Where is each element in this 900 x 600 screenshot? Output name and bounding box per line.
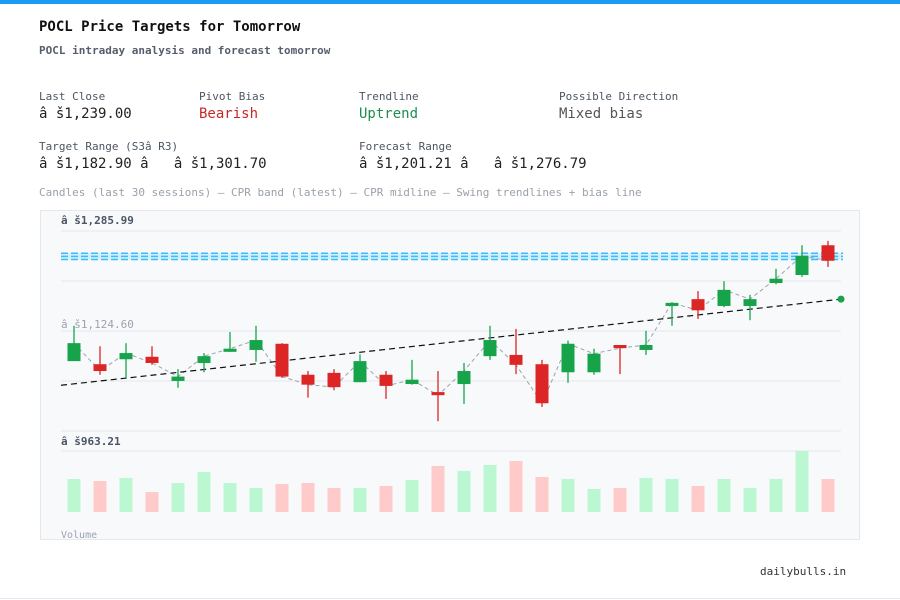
candle-body xyxy=(821,245,835,261)
volume-bar xyxy=(717,479,731,512)
volume-bar xyxy=(743,488,757,512)
stat-value: â š1,201.21 â â š1,276.79 xyxy=(359,156,587,172)
volume-bar xyxy=(93,481,107,512)
top-accent-bar xyxy=(0,0,900,4)
candle-body xyxy=(665,302,679,306)
y-label-bottom: â š963.21 xyxy=(61,435,121,448)
candle-body xyxy=(795,255,809,275)
volume-bar xyxy=(821,479,835,512)
candle-body xyxy=(561,343,575,373)
candle-body xyxy=(639,345,653,350)
stat-label: Pivot Bias xyxy=(199,90,266,103)
volume-bar xyxy=(145,492,159,512)
volume-bar xyxy=(327,488,341,512)
candlestick-chart: â š1,285.99 â š1,124.60 â š963.21 Volume xyxy=(60,214,845,541)
candle-body xyxy=(67,343,81,362)
candle-body xyxy=(171,376,185,381)
bottom-divider xyxy=(0,598,900,599)
page-subtitle: POCL intraday analysis and forecast tomo… xyxy=(39,44,331,57)
volume-bar xyxy=(613,488,627,512)
volume-bar xyxy=(197,472,211,512)
stat-value: Bearish xyxy=(199,106,259,122)
volume-label: Volume xyxy=(61,530,97,541)
candle-body xyxy=(301,374,315,385)
stat-label: Target Range (S3â R3) xyxy=(39,140,179,153)
volume-bar xyxy=(561,479,575,512)
volume-bar xyxy=(223,483,237,512)
page-title: POCL Price Targets for Tomorrow xyxy=(39,19,301,35)
footer-brand: dailybulls.in xyxy=(760,565,847,578)
y-label-top: â š1,285.99 xyxy=(61,214,134,227)
volume-bar xyxy=(119,478,133,512)
volume-bar xyxy=(67,479,81,512)
candle-body xyxy=(613,345,627,349)
trendline-end-dot xyxy=(837,295,845,303)
volume-bar xyxy=(665,479,679,512)
volume-bar xyxy=(457,471,471,512)
volume-bar xyxy=(509,461,523,512)
candle-body xyxy=(431,392,445,396)
candle-body xyxy=(535,364,549,404)
bias-trendline xyxy=(60,298,842,386)
candle-body xyxy=(743,299,757,306)
stat-target-range: Target Range (S3â R3) â š1,182.90 â â š1… xyxy=(39,140,267,172)
candle-body xyxy=(509,354,523,365)
volume-bar xyxy=(587,489,601,512)
stat-trendline: Trendline Uptrend xyxy=(359,90,419,122)
candle-body xyxy=(275,343,289,377)
chart-caption: Candles (last 30 sessions) – CPR band (l… xyxy=(39,186,642,199)
chart-panel: â š1,285.99 â š1,124.60 â š963.21 Volume xyxy=(40,210,860,541)
volume-bar xyxy=(353,488,367,512)
y-label-mid: â š1,124.60 xyxy=(61,318,134,331)
volume-bar xyxy=(249,488,263,512)
candle-body xyxy=(587,353,601,373)
volume-bar xyxy=(431,466,445,512)
volume-bar xyxy=(691,486,705,512)
candle-body xyxy=(717,289,731,306)
candle-body xyxy=(457,371,471,385)
stat-value: â š1,182.90 â â š1,301.70 xyxy=(39,156,267,172)
volume-bar xyxy=(535,477,549,512)
candle-body xyxy=(327,372,341,388)
stat-label: Forecast Range xyxy=(359,140,452,153)
volume-bar xyxy=(301,483,315,512)
candle-body xyxy=(691,299,705,311)
stat-forecast-range: Forecast Range â š1,201.21 â â š1,276.79 xyxy=(359,140,587,172)
stat-value: Mixed bias xyxy=(559,106,644,122)
candle-body xyxy=(353,361,367,383)
stat-label: Last Close xyxy=(39,90,106,103)
candle-body xyxy=(379,374,393,386)
volume-bar xyxy=(171,483,185,512)
stat-label: Trendline xyxy=(359,90,419,103)
candle-body xyxy=(769,278,783,284)
volume-bar xyxy=(405,480,419,512)
volume-bar xyxy=(639,478,653,512)
stat-last-close: Last Close â š1,239.00 xyxy=(39,90,132,122)
candle-body xyxy=(223,348,237,352)
candle-body xyxy=(145,356,159,363)
stat-direction: Possible Direction Mixed bias xyxy=(559,90,678,122)
candle-body xyxy=(249,340,263,350)
volume-bar xyxy=(275,484,289,512)
candle-body xyxy=(93,364,107,372)
candle-body xyxy=(405,379,419,385)
candle-body xyxy=(197,356,211,363)
volume-bar xyxy=(769,479,783,512)
volume-bar xyxy=(379,486,393,512)
stat-label: Possible Direction xyxy=(559,90,679,103)
volume-bar xyxy=(483,465,497,512)
stat-pivot-bias: Pivot Bias Bearish xyxy=(199,90,265,122)
volume-bar xyxy=(795,451,809,512)
candle-body xyxy=(119,353,133,360)
stat-value: Uptrend xyxy=(359,106,419,122)
stat-value: â š1,239.00 xyxy=(39,106,132,122)
candle-body xyxy=(483,340,497,357)
